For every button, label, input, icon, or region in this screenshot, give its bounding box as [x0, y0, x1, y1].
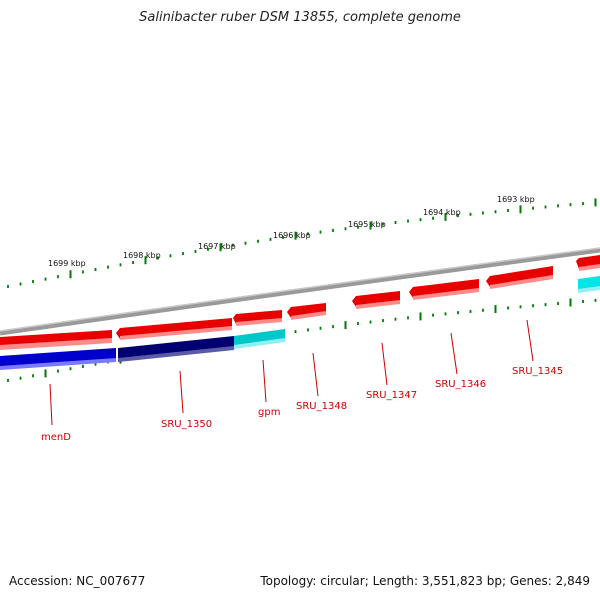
- genome-backbone: [0, 247, 600, 336]
- length-value: 3,551,823 bp: [421, 574, 502, 588]
- gene-labels: menD SRU_1350 gpm SRU_1348 SRU_1347 SRU_…: [41, 366, 563, 443]
- gene-SRU_1350[interactable]: [118, 336, 234, 360]
- gene-forward-edge-shadow: [579, 264, 600, 271]
- scale-label-1695: 1695 kbp: [348, 220, 386, 229]
- leader-SRU_1350: [179, 370, 184, 414]
- leader-SRU_1347: [381, 342, 388, 386]
- scale-label-1693: 1693 kbp: [497, 195, 535, 204]
- gene-reverse-edge-shadow: [578, 286, 600, 293]
- gene-label-SRU_1350[interactable]: SRU_1350: [161, 419, 212, 430]
- genes-value: 2,849: [555, 574, 590, 588]
- gene-menD[interactable]: [0, 348, 116, 368]
- scale-label-1694: 1694 kbp: [423, 208, 461, 217]
- gene-forward-sru1346[interactable]: [409, 279, 479, 298]
- accession-info: Accession: NC_007677: [9, 574, 145, 588]
- gene-gpm[interactable]: [234, 329, 285, 347]
- scale-label-1697: 1697 kbp: [198, 242, 236, 251]
- forward-genes: [0, 255, 600, 350]
- leader-SRU_1345: [526, 319, 534, 362]
- gene-label-menD[interactable]: menD: [41, 432, 71, 443]
- gene-label-SRU_1348[interactable]: SRU_1348: [296, 401, 347, 412]
- gene-gpm-shadow: [234, 338, 285, 349]
- genes-label: Genes:: [509, 574, 552, 588]
- leader-SRU_1348: [312, 352, 319, 397]
- gene-menD-shadow: [0, 358, 116, 370]
- length-label: Length:: [372, 574, 419, 588]
- gene-forward-gpm-region-shadow: [236, 318, 282, 326]
- gene-forward-sru1345[interactable]: [486, 266, 553, 287]
- genome-backbone-highlight: [0, 247, 600, 332]
- gene-label-SRU_1345[interactable]: SRU_1345: [512, 366, 563, 377]
- leader-menD: [49, 383, 53, 426]
- gene-forward-sru1345-shadow: [490, 275, 553, 289]
- scale-labels: 1699 kbp 1698 kbp 1697 kbp 1696 kbp 1695…: [48, 195, 535, 268]
- label-leaders: [49, 319, 534, 426]
- gene-SRU_1350-shadow: [118, 346, 234, 362]
- scale-label-1696: 1696 kbp: [273, 231, 311, 240]
- topology-label: Topology:: [260, 574, 317, 588]
- gene-label-gpm[interactable]: gpm: [258, 407, 280, 418]
- reverse-genes: [0, 276, 600, 370]
- gene-forward-sru1348-shadow: [291, 311, 326, 320]
- leader-SRU_1346: [450, 332, 458, 375]
- scale-label-1699: 1699 kbp: [48, 259, 86, 268]
- topology-value: circular: [320, 574, 365, 588]
- scale-ticks: [7, 198, 597, 288]
- gene-forward-sru1350-region-shadow: [120, 326, 232, 340]
- gene-label-SRU_1347[interactable]: SRU_1347: [366, 390, 417, 401]
- gene-forward-menD-region-shadow: [0, 338, 112, 350]
- map-title: Salinibacter ruber DSM 13855, complete g…: [139, 10, 461, 25]
- accession-value: NC_007677: [76, 574, 146, 588]
- leader-gpm: [262, 359, 267, 403]
- accession-label: Accession:: [9, 574, 73, 588]
- gene-forward-sru1350-region[interactable]: [116, 318, 232, 339]
- gene-label-SRU_1346[interactable]: SRU_1346: [435, 379, 486, 390]
- scale-label-1698: 1698 kbp: [123, 251, 161, 260]
- genome-stats: Topology: circular; Length: 3,551,823 bp…: [260, 574, 590, 588]
- gene-forward-sru1347-shadow: [356, 300, 400, 309]
- gene-forward-sru1346-shadow: [413, 288, 479, 300]
